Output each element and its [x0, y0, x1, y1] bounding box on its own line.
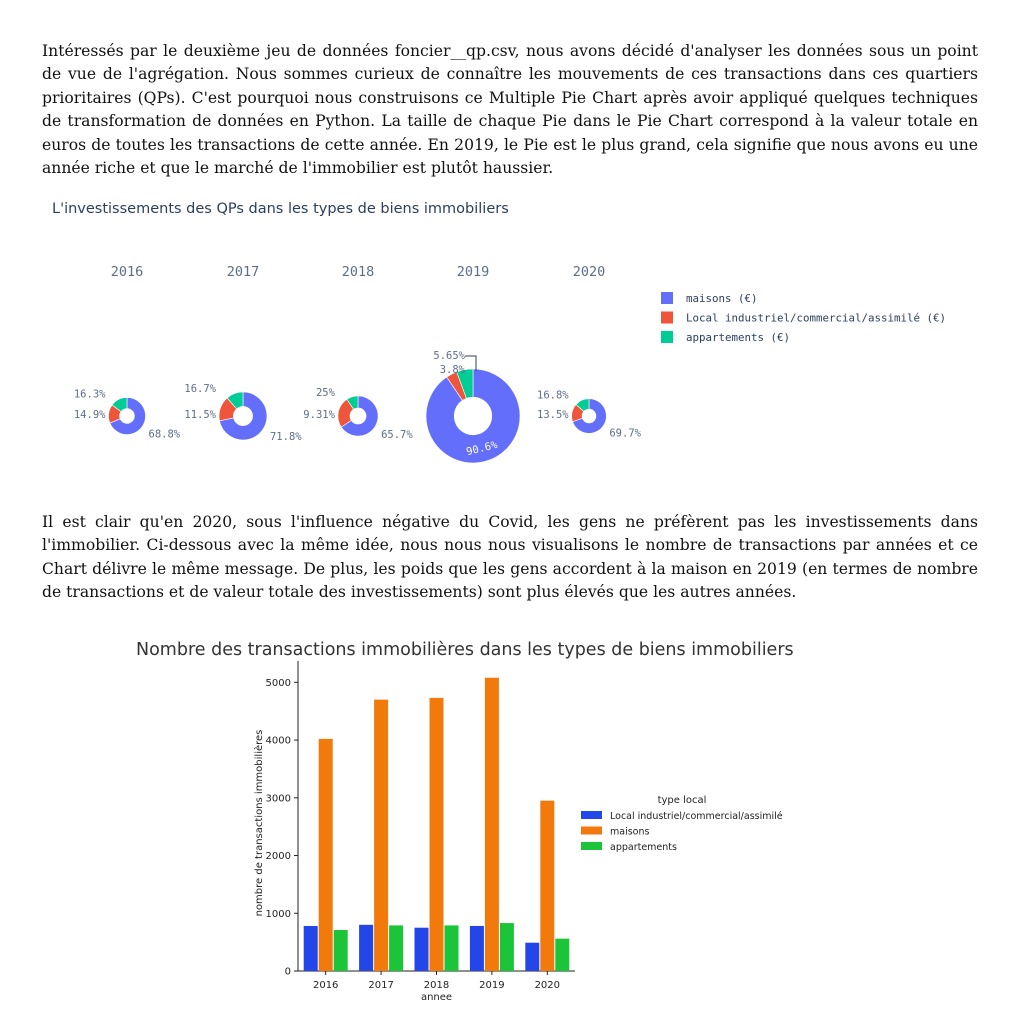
legend-swatch — [661, 331, 673, 343]
pie-slice — [109, 397, 146, 435]
pie-value-label: 68.8% — [149, 428, 181, 440]
x-tick-label: 2018 — [424, 980, 449, 991]
x-tick-label: 2016 — [313, 980, 338, 991]
pie-value-label: 9.31% — [303, 409, 335, 421]
legend-entry-label: appartements — [610, 842, 677, 853]
pie-slice — [111, 397, 128, 413]
bar-2018-2 — [429, 697, 444, 971]
legend-swatch — [581, 811, 602, 819]
bar-2019-2 — [484, 677, 499, 971]
legend-swatch — [661, 311, 673, 324]
bar-2020-1 — [525, 942, 540, 971]
legend-swatch — [661, 292, 673, 304]
pie-value-label: 65.7% — [381, 429, 413, 441]
bar-2018-1 — [414, 927, 429, 971]
legend-entry-label: Local industriel/commercial/assimilé (€) — [686, 312, 946, 325]
pie-legend: maisons (€) Local industriel/commercial/a… — [661, 292, 946, 344]
pie-value-label: 3.8% — [440, 364, 466, 376]
bar-2020-2 — [540, 800, 555, 971]
bar-2016-1 — [303, 925, 318, 971]
pie-year-label: 2017 — [227, 264, 260, 280]
bar-2019-3 — [499, 923, 514, 971]
bar-2016-3 — [333, 930, 348, 971]
bar-2017-1 — [359, 924, 374, 971]
bar-2019-1 — [469, 925, 484, 971]
pie-value-label: 11.5% — [184, 409, 216, 421]
bar-2020-3 — [555, 938, 570, 971]
pie-value-label: 16.3% — [74, 388, 106, 400]
multiple-pie-chart: 201668.8%16.3%14.9%201771.8%16.7%11.5%20… — [74, 264, 946, 464]
y-tick-label: 4000 — [266, 736, 291, 747]
pie-value-label: 69.7% — [609, 428, 641, 440]
y-tick-label: 5000 — [266, 678, 291, 689]
pie-slice — [340, 395, 379, 437]
pie-slice — [572, 398, 607, 434]
legend-entry-label: maisons (€) — [686, 292, 758, 305]
y-axis-title: nombre de transactions immobilières — [253, 730, 265, 917]
legend-entry-label: Local industriel/commercial/assimilé — [610, 811, 783, 822]
pie-year-label: 2020 — [573, 264, 606, 280]
x-tick-label: 2019 — [479, 980, 504, 991]
pie-value-label: 14.9% — [74, 409, 106, 421]
pie-value-label: 25% — [316, 387, 336, 399]
pie-2016: 2016 68.8% 16.3% 14.9% — [74, 264, 181, 440]
bar-2017-3 — [389, 925, 404, 971]
x-tick-label: 2020 — [535, 980, 560, 991]
pie-value-label: 16.8% — [537, 390, 569, 402]
pie-slice — [219, 391, 268, 441]
bar-2018-3 — [444, 925, 459, 971]
pie-value-label: 5.65% — [433, 350, 465, 362]
legend-entry-label: appartements (€) — [686, 331, 790, 344]
pie-year-label: 2018 — [342, 264, 375, 280]
legend-title: type local — [658, 795, 707, 806]
y-tick-label: 2000 — [266, 851, 291, 862]
pie-chart-title: L'investissements des QPs dans les types… — [52, 201, 509, 217]
pie-slice — [226, 391, 244, 410]
covid-paragraph: Il est clair qu'en 2020, sous l'influenc… — [42, 513, 978, 602]
pie-year-label: 2019 — [457, 264, 490, 280]
y-tick-label: 1000 — [266, 909, 291, 920]
pie-2020: 2020 69.7% 16.8% 13.5% — [537, 264, 642, 440]
bar-legend: type local Local industriel/commercial/as… — [581, 795, 783, 853]
intro-paragraph: Intéressés par le deuxième jeu de donnée… — [42, 42, 978, 178]
x-axis-title: annee — [421, 992, 452, 1003]
pie-value-label: 71.8% — [270, 431, 302, 443]
bar-chart-title: Nombre des transactions immobilières dan… — [136, 640, 794, 660]
pie-slice — [346, 395, 359, 410]
pie-year-label: 2016 — [111, 264, 144, 280]
x-tick-label: 2017 — [368, 980, 393, 991]
y-tick-label: 3000 — [266, 793, 291, 804]
pie-slice — [456, 368, 474, 399]
pie-value-label: 16.7% — [184, 383, 216, 395]
pie-leader-line — [465, 355, 477, 371]
legend-entry-label: maisons — [610, 827, 649, 838]
bar-2017-2 — [374, 699, 389, 971]
pie-slice — [575, 398, 590, 412]
legend-swatch — [581, 826, 602, 835]
pie-2018: 2018 65.7% 25% 9.31% — [303, 264, 413, 441]
pie-slice — [425, 368, 521, 464]
pie-value-label: 13.5% — [537, 409, 569, 421]
legend-swatch — [581, 842, 602, 850]
bar-2016-2 — [318, 738, 333, 971]
pie-2017: 2017 71.8% 16.7% 11.5% — [184, 264, 302, 443]
y-tick-label: 0 — [285, 967, 291, 978]
